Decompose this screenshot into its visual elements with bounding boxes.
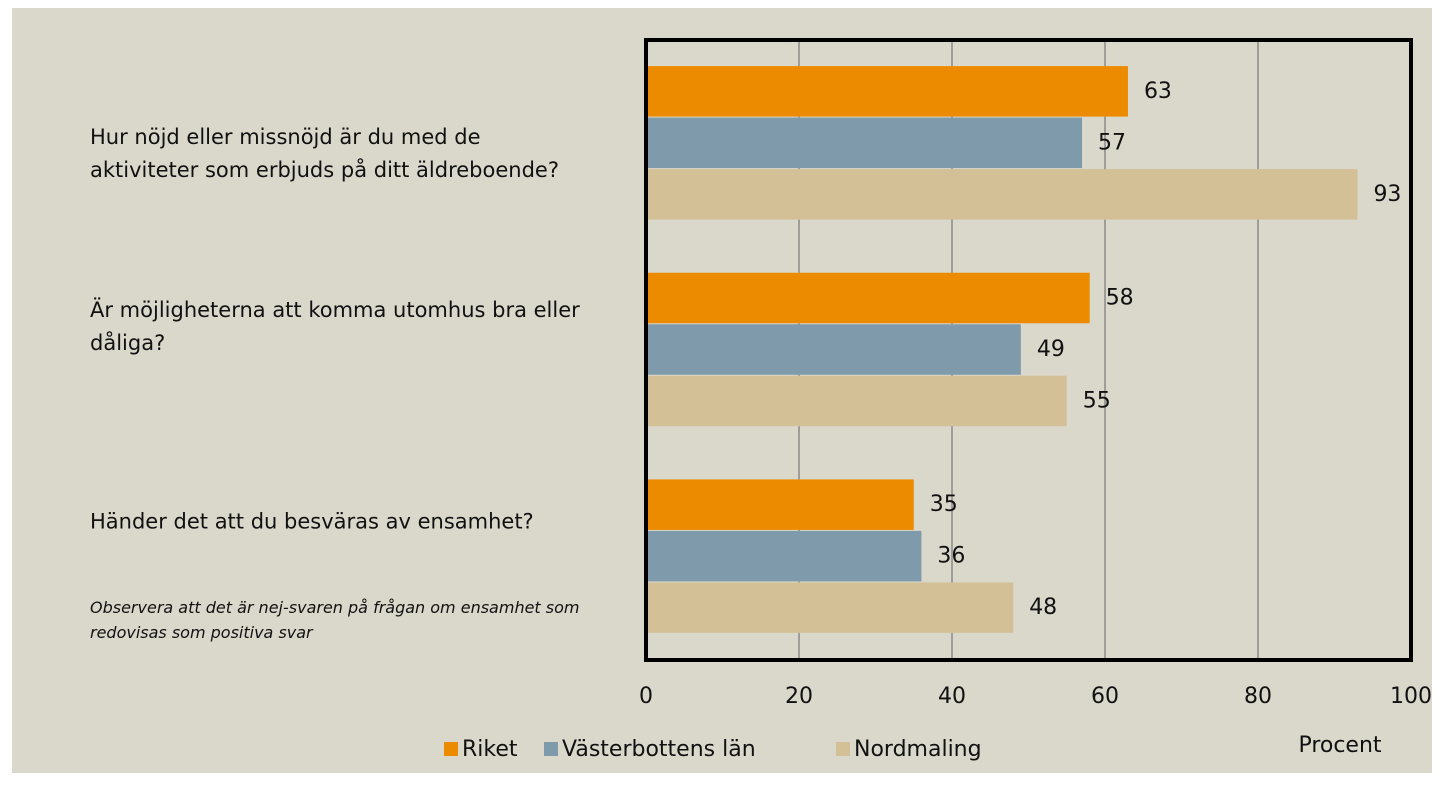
bar: [646, 479, 914, 530]
data-label: 58: [1106, 286, 1134, 311]
bar: [646, 66, 1128, 117]
bar: [646, 375, 1067, 427]
data-label: 63: [1144, 79, 1172, 104]
legend-label: Västerbottens län: [562, 737, 756, 762]
legend-swatch: [836, 742, 850, 756]
category-label: Är möjligheterna att komma utomhus bra e…: [90, 298, 580, 355]
annotation: Observera att det är nej-svaren på fråga…: [90, 598, 580, 642]
data-label: 49: [1037, 337, 1065, 362]
data-label: 57: [1098, 130, 1126, 155]
x-tick-label: 0: [639, 684, 653, 709]
x-tick-label: 40: [938, 684, 966, 709]
x-axis-label: Procent: [1298, 733, 1381, 758]
legend-swatch: [544, 742, 558, 756]
category-label: Hur nöjd eller missnöjd är du med de akt…: [90, 125, 559, 182]
x-tick-label: 80: [1244, 684, 1272, 709]
category-label: Händer det att du besväras av ensamhet?: [90, 509, 534, 534]
bar: [646, 272, 1090, 324]
data-label: 93: [1373, 182, 1401, 207]
bar: [646, 582, 1014, 633]
bar: [646, 530, 922, 582]
x-tick-label: 60: [1091, 684, 1119, 709]
legend-label: Nordmaling: [854, 737, 982, 762]
x-tick-label: 20: [785, 684, 813, 709]
legend-swatch: [444, 742, 458, 756]
legend-label: Riket: [462, 737, 518, 762]
bar: [646, 117, 1083, 169]
data-label: 36: [937, 544, 965, 569]
data-label: 35: [930, 492, 958, 517]
x-tick-label: 100: [1390, 684, 1432, 709]
data-label: 48: [1029, 595, 1057, 620]
bar: [646, 324, 1021, 375]
bar: [646, 169, 1358, 220]
plot-frame: [644, 38, 1413, 662]
data-label: 55: [1083, 389, 1111, 414]
